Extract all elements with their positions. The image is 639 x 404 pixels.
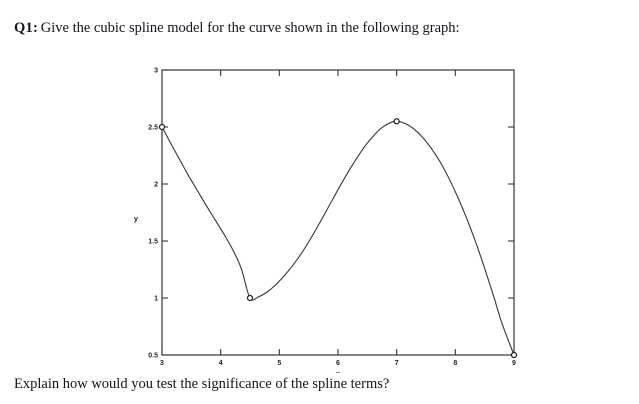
y-tick-label-1: 1 (154, 296, 158, 303)
y-tick-label-3: 3 (154, 68, 158, 75)
followup-question: Explain how would you test the significa… (14, 376, 389, 393)
x-axis-tick-labels: 3 4 5 6 7 8 9 (160, 360, 516, 367)
x-axis-ticks (161, 349, 515, 355)
y-axis-ticks-right (508, 126, 514, 299)
x-axis-title: x (336, 369, 341, 373)
x-tick-label-9: 9 (512, 360, 516, 367)
knot-marker-0 (158, 123, 166, 131)
y-axis-tick-labels: 0.5 1 1.5 2 2.5 3 (148, 68, 158, 360)
x-tick-label-6: 6 (336, 360, 340, 367)
y-tick-label-2: 2 (154, 182, 158, 189)
question-colon: : (32, 20, 38, 36)
y-tick-label-0-5: 0.5 (148, 353, 158, 360)
knot-marker-1 (246, 294, 254, 302)
question-number: Q1 (14, 20, 33, 36)
cubic-spline-curve (161, 120, 515, 356)
x-tick-label-3: 3 (160, 360, 164, 367)
y-axis-ticks (162, 69, 168, 356)
knot-marker-2 (393, 118, 400, 125)
x-tick-label-5: 5 (277, 360, 281, 367)
knot-marker-3 (510, 351, 518, 359)
spline-knot-markers (158, 118, 518, 359)
y-axis-title: y (134, 214, 139, 223)
x-tick-label-8: 8 (453, 360, 457, 367)
plot-frame (161, 69, 515, 356)
question-header: Q1: Give the cubic spline model for the c… (14, 20, 460, 37)
followup-question-text: Explain how would you test the significa… (14, 376, 390, 392)
x-axis-ticks-top (220, 70, 456, 76)
y-tick-label-1-5: 1.5 (148, 239, 158, 246)
x-tick-label-7: 7 (395, 360, 399, 367)
y-tick-label-2-5: 2.5 (148, 125, 158, 132)
spline-chart-svg: 3 4 5 6 7 8 9 0.5 1 1.5 2 2.5 3 x y (134, 68, 518, 373)
question-prompt-text: Give the cubic spline model for the curv… (40, 20, 460, 36)
x-tick-label-4: 4 (219, 360, 223, 367)
spline-graph-figure: 3 4 5 6 7 8 9 0.5 1 1.5 2 2.5 3 x y (0, 55, 639, 373)
